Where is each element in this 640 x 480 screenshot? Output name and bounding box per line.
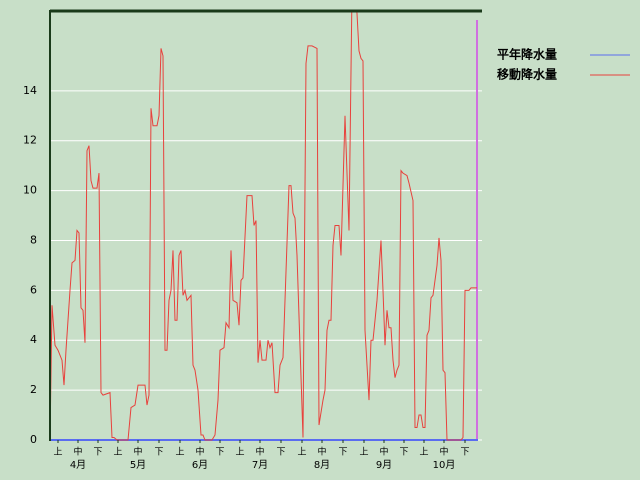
month-label: 7月 [252,459,268,471]
x-tick-label: 中 [133,446,142,458]
x-tick-label: 上 [235,447,244,458]
month-label: 10月 [433,459,456,471]
x-tick-label: 中 [255,446,264,458]
month-label: 4月 [70,459,86,471]
legend-label: 平年降水量 [497,47,557,62]
y-tick-label: 8 [30,233,37,246]
x-tick-label: 中 [379,446,388,458]
y-tick-label: 0 [30,433,37,446]
x-tick-label: 下 [215,448,224,458]
y-tick-label: 12 [23,134,37,147]
x-tick-label: 上 [419,447,428,458]
x-tick-label: 中 [195,446,204,458]
x-tick-label: 下 [399,448,408,458]
month-label: 8月 [314,459,330,471]
x-tick-label: 下 [338,448,347,458]
y-tick-label: 6 [30,283,37,296]
x-tick-label: 下 [460,448,469,458]
x-tick-label: 下 [93,448,102,458]
x-tick-label: 上 [359,447,368,458]
legend-label: 移動降水量 [497,67,557,82]
y-tick-label: 4 [30,333,37,346]
month-label: 5月 [130,459,146,471]
y-tick-label: 10 [23,184,37,197]
month-label: 6月 [192,459,208,471]
series-line [50,11,477,441]
x-tick-label: 上 [113,447,122,458]
x-tick-label: 中 [73,446,82,458]
x-tick-label: 上 [175,447,184,458]
x-tick-label: 上 [53,447,62,458]
x-tick-label: 下 [154,448,163,458]
y-tick-label: 2 [30,383,37,396]
x-tick-label: 中 [317,446,326,458]
month-label: 9月 [376,459,392,471]
x-tick-label: 中 [439,446,448,458]
x-tick-label: 下 [276,448,285,458]
x-tick-label: 上 [297,447,306,458]
y-tick-label: 14 [23,84,37,97]
